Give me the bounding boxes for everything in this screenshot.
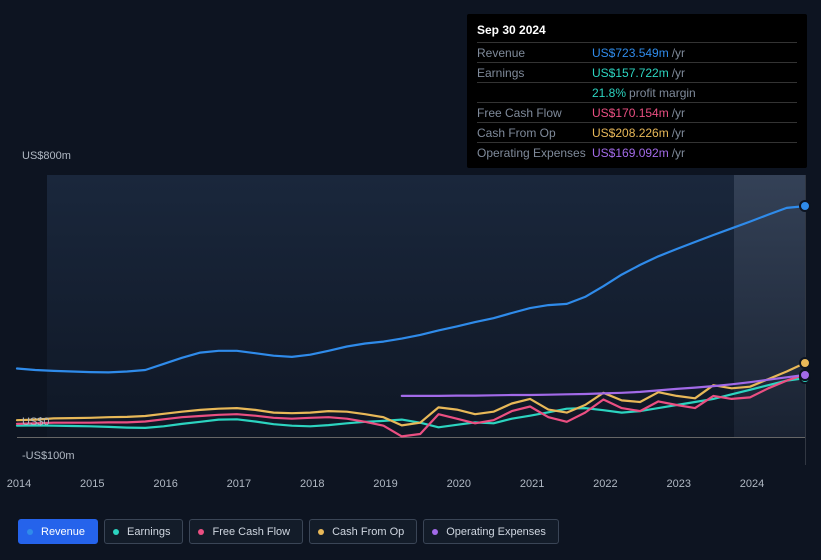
tooltip-metric-unit: /yr: [672, 147, 685, 159]
y-axis-label: US$800m: [22, 150, 71, 162]
legend-dot: [27, 529, 33, 535]
series-line-opex: [402, 375, 805, 396]
series-line-earnings: [17, 378, 805, 428]
tooltip-metric-label: Free Cash Flow: [477, 107, 592, 119]
x-axis-label: 2024: [740, 478, 764, 490]
legend-dot: [113, 529, 119, 535]
x-axis-label: 2021: [520, 478, 544, 490]
tooltip-metric-unit: /yr: [672, 127, 685, 139]
tooltip-metric-label: Cash From Op: [477, 127, 592, 139]
tooltip-row: EarningsUS$157.722m/yr: [477, 62, 797, 82]
tooltip-row: 21.8%profit margin: [477, 82, 797, 102]
series-marker-revenue: [799, 200, 811, 212]
tooltip-metric-unit: /yr: [672, 107, 685, 119]
series-line-revenue: [17, 206, 805, 372]
legend-dot: [318, 529, 324, 535]
legend-dot: [432, 529, 438, 535]
cursor-line: [805, 175, 806, 465]
x-axis-label: 2017: [227, 478, 251, 490]
tooltip-metric-label: Earnings: [477, 67, 592, 79]
legend-item-revenue[interactable]: Revenue: [18, 519, 98, 544]
legend-item-opex[interactable]: Operating Expenses: [423, 519, 559, 544]
legend-label: Cash From Op: [332, 526, 404, 538]
legend-label: Operating Expenses: [446, 526, 546, 538]
series-marker-opex: [799, 369, 811, 381]
tooltip-row: Cash From OpUS$208.226m/yr: [477, 122, 797, 142]
series-marker-cfo: [799, 357, 811, 369]
tooltip-metric-value: US$208.226m: [592, 127, 669, 139]
legend-label: Revenue: [41, 526, 85, 538]
tooltip-metric-unit: /yr: [672, 47, 685, 59]
tooltip-metric-unit: /yr: [672, 67, 685, 79]
series-line-cfo: [17, 363, 805, 425]
legend-item-earnings[interactable]: Earnings: [104, 519, 183, 544]
tooltip-metric-value: US$157.722m: [592, 67, 669, 79]
tooltip-row: Operating ExpensesUS$169.092m/yr: [477, 142, 797, 162]
tooltip-metric-label: Revenue: [477, 47, 592, 59]
chart-tooltip: Sep 30 2024 RevenueUS$723.549m/yrEarning…: [467, 14, 807, 168]
x-axis-label: 2018: [300, 478, 324, 490]
financials-chart[interactable]: US$800mUS$0-US$100m 20142015201620172018…: [17, 160, 805, 480]
x-axis-label: 2019: [373, 478, 397, 490]
tooltip-row: RevenueUS$723.549m/yr: [477, 42, 797, 62]
legend-label: Earnings: [127, 526, 170, 538]
x-axis-label: 2022: [593, 478, 617, 490]
x-axis-label: 2014: [7, 478, 31, 490]
tooltip-metric-sub: profit margin: [629, 87, 696, 99]
tooltip-metric-label: Operating Expenses: [477, 147, 592, 159]
legend-item-fcf[interactable]: Free Cash Flow: [189, 519, 303, 544]
x-axis-label: 2015: [80, 478, 104, 490]
x-axis-label: 2016: [153, 478, 177, 490]
tooltip-metric-value: US$170.154m: [592, 107, 669, 119]
x-axis-label: 2023: [666, 478, 690, 490]
legend-dot: [198, 529, 204, 535]
legend-label: Free Cash Flow: [212, 526, 290, 538]
tooltip-row: Free Cash FlowUS$170.154m/yr: [477, 102, 797, 122]
legend-item-cfo[interactable]: Cash From Op: [309, 519, 417, 544]
y-axis-label: US$0: [22, 416, 50, 428]
tooltip-metric-value: US$723.549m: [592, 47, 669, 59]
y-axis-label: -US$100m: [22, 450, 75, 462]
chart-legend: Revenue Earnings Free Cash Flow Cash From O…: [18, 519, 559, 544]
tooltip-metric-value: US$169.092m: [592, 147, 669, 159]
tooltip-date: Sep 30 2024: [477, 22, 797, 42]
tooltip-metric-value: 21.8%: [592, 87, 626, 99]
x-axis-label: 2020: [447, 478, 471, 490]
